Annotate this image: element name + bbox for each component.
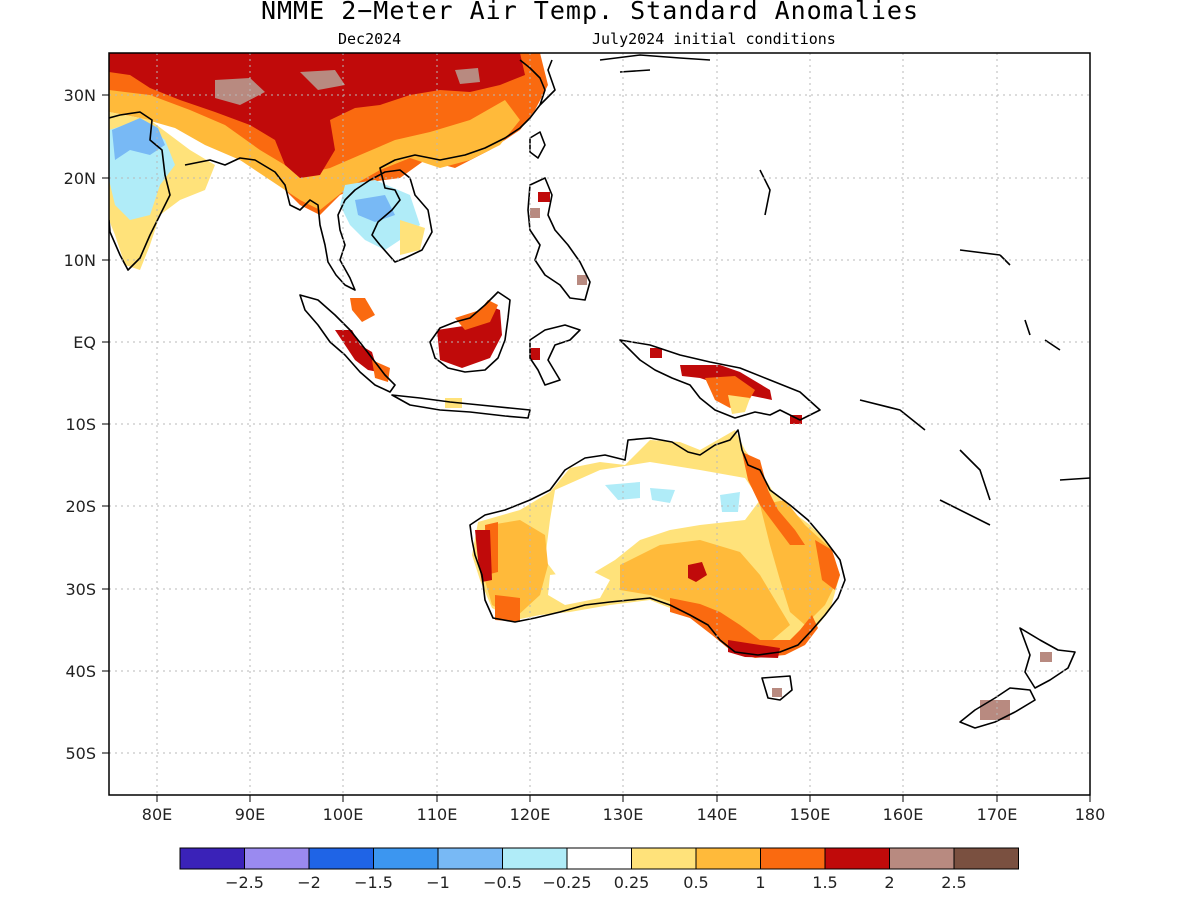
lon-tick-label: 100E	[323, 805, 364, 824]
asia-anomaly-brown	[215, 68, 480, 105]
color-bar-swatch	[179, 847, 245, 870]
philippines-anomaly-red	[538, 192, 550, 202]
borneo-anomaly-orange	[455, 300, 498, 330]
coastline-java	[391, 394, 531, 419]
lat-tick-label: 20N	[64, 169, 96, 188]
lon-tick-label: 170E	[977, 805, 1018, 824]
color-bar-label: −2	[297, 873, 321, 892]
lon-tick-label: 130E	[603, 805, 644, 824]
lat-tick-label: 20S	[65, 497, 96, 516]
color-bar-label: 1	[755, 873, 765, 892]
lon-tick-label: 150E	[790, 805, 831, 824]
sumatra-anomaly-red	[335, 330, 378, 372]
color-bar-swatch	[373, 847, 439, 870]
coastline-australia	[469, 429, 846, 656]
initial-conditions-label: July2024 initial conditions	[592, 30, 836, 48]
color-bar-label: 0.25	[614, 873, 650, 892]
tasmania-anomaly-brown	[772, 688, 782, 697]
anomaly-field	[109, 53, 1052, 720]
color-bar-label: −1	[426, 873, 450, 892]
color-bar-label: 0.5	[683, 873, 708, 892]
lat-tick-label: 50S	[65, 744, 96, 763]
valid-month-label: Dec2024	[338, 30, 402, 48]
coastline-taiwan	[529, 131, 546, 159]
lat-tick-label: 30N	[64, 86, 96, 105]
coastline-newzealand	[959, 627, 1076, 729]
coastline-philippines	[527, 177, 591, 301]
coastlines	[109, 54, 1090, 729]
color-bar-swatch	[953, 847, 1019, 870]
lon-tick-label: 80E	[142, 805, 172, 824]
newzealand-anomaly-brown	[980, 652, 1052, 720]
color-bar-label: 2.5	[941, 873, 966, 892]
lon-tick-label: 110E	[417, 805, 458, 824]
color-bar-label: 1.5	[812, 873, 837, 892]
coastline-sulawesi	[529, 324, 581, 386]
color-bar-swatch	[502, 847, 568, 870]
graticule	[109, 53, 1090, 795]
color-bar-swatch	[244, 847, 310, 870]
sumatra-anomaly-orange	[350, 298, 390, 382]
lon-tick-label: 160E	[883, 805, 924, 824]
coastline-sumatra	[299, 294, 396, 393]
sulawesi-anomaly-red	[530, 348, 540, 360]
lat-axis-labels: 30N 20N 10N EQ 10S 20S 30S 40S 50S	[64, 86, 96, 763]
lon-tick-label: 180	[1075, 805, 1106, 824]
australia-anomaly-lightblue	[605, 482, 740, 512]
color-bar-swatch	[760, 847, 826, 870]
coastline-borneo	[429, 291, 511, 373]
color-bar-label: 2	[884, 873, 894, 892]
color-bar-swatch	[824, 847, 890, 870]
coastline-tasmania	[761, 675, 793, 701]
indochina-anomaly-yellow	[400, 220, 425, 255]
lat-tick-label: 10S	[65, 415, 96, 434]
australia-anomaly-white-south	[548, 570, 610, 605]
lat-tick-label: 40S	[65, 662, 96, 681]
australia-anomaly-lightorange	[482, 500, 840, 645]
lon-axis-labels: 80E 90E 100E 110E 120E 130E 140E 150E 16…	[142, 805, 1106, 824]
color-bar-label: −1.5	[354, 873, 393, 892]
coastline-islands	[599, 54, 1090, 526]
lon-tick-label: 90E	[235, 805, 265, 824]
coastline-newguinea	[619, 339, 821, 421]
color-bar: −2.5 −2 −1.5 −1 −0.5 −0.25 0.25 0.5 1 1.5 2 2.5	[179, 847, 1019, 892]
color-bar-swatch	[308, 847, 374, 870]
australia-anomaly-red	[475, 530, 780, 658]
color-bar-swatch	[889, 847, 955, 870]
lon-tick-label: 140E	[697, 805, 738, 824]
axis-ticks	[102, 94, 1091, 802]
newguinea-anomaly-yellow	[728, 395, 750, 414]
asia-anomaly-red	[109, 53, 525, 178]
color-bar-swatch	[437, 847, 503, 870]
color-bar-label: −2.5	[225, 873, 264, 892]
australia-anomaly-white	[545, 462, 760, 580]
color-bar-label: −0.25	[542, 873, 591, 892]
color-bar-swatch	[695, 847, 761, 870]
color-bar-label: −0.5	[483, 873, 522, 892]
map-title: NMME 2−Meter Air Temp. Standard Anomalie…	[260, 0, 920, 25]
lat-tick-label: EQ	[73, 333, 96, 352]
lat-tick-label: 10N	[64, 251, 96, 270]
color-bar-swatch	[566, 847, 632, 870]
color-bar-swatch	[631, 847, 697, 870]
lon-tick-label: 120E	[510, 805, 551, 824]
philippines-anomaly-brown	[530, 208, 587, 285]
asia-anomaly-lightorange	[109, 90, 520, 210]
lat-tick-label: 30S	[65, 580, 96, 599]
